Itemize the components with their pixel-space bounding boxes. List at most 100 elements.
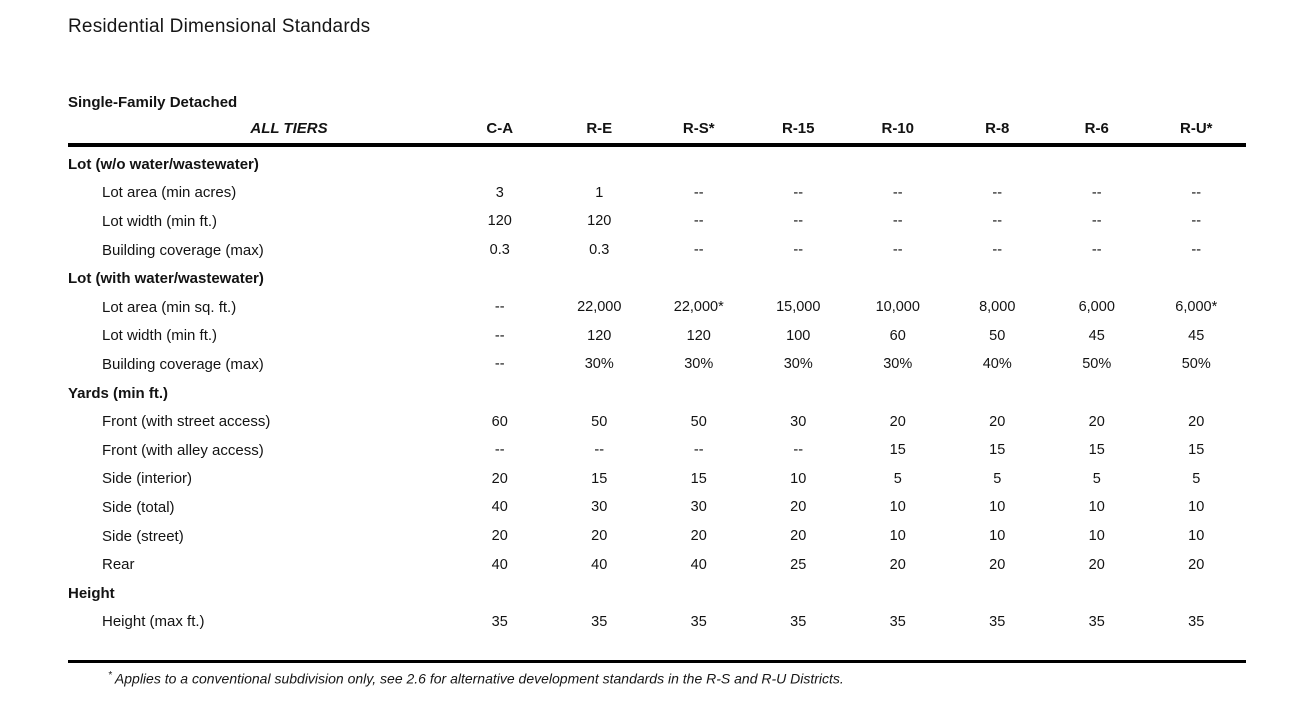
cell-value: 10 <box>989 499 1006 516</box>
cell-value: 35 <box>1188 613 1205 630</box>
cell-value: -- <box>793 213 804 230</box>
cell-value: 50% <box>1082 356 1112 373</box>
cell-value: 30 <box>690 499 707 516</box>
cell-value: 5 <box>893 470 902 487</box>
cell-value: -- <box>892 242 903 259</box>
cell-value: 15,000 <box>776 299 821 316</box>
cell-value: 120 <box>686 327 711 344</box>
cell-value: 15 <box>1088 442 1105 459</box>
table-row: Side (street) 20 20 20 20 10 10 10 10 <box>68 522 1246 551</box>
row-label: Lot area (min sq. ft.) <box>102 298 237 316</box>
cell-value: 20 <box>1188 413 1205 430</box>
cell-value: 120 <box>587 213 612 230</box>
cell-value: 45 <box>1188 327 1205 344</box>
table-row: Lot area (min acres) 3 1 -- -- -- -- -- -- <box>68 179 1246 208</box>
column-header-r-e: R-E <box>586 119 613 137</box>
column-header-r-s: R-S* <box>682 119 715 137</box>
section-row: Lot (with water/wastewater) <box>68 264 1246 293</box>
table-row: Lot width (min ft.) -- 120 120 100 60 50 45 45 <box>68 322 1246 351</box>
row-label: Rear <box>102 556 135 574</box>
cell-value: -- <box>892 184 903 201</box>
cell-value: 20 <box>491 470 508 487</box>
page-title: Residential Dimensional Standards <box>68 16 371 37</box>
cell-value: -- <box>494 327 505 344</box>
cell-value: 30% <box>883 356 913 373</box>
cell-value: 10 <box>989 528 1006 545</box>
row-label: Lot width (min ft.) <box>102 212 218 230</box>
cell-value: -- <box>693 442 704 459</box>
table-caption: Single-Family Detached <box>68 94 238 111</box>
cell-value: -- <box>693 213 704 230</box>
table-header-row: ALL TIERS C-A R-E R-S* R-15 R-10 R-8 R-6 R-U* <box>68 113 1246 147</box>
cell-value: -- <box>1091 242 1102 259</box>
cell-value: 0.3 <box>589 242 610 259</box>
table-row: Side (total) 40 30 30 20 10 10 10 10 <box>68 493 1246 522</box>
cell-value: 45 <box>1088 327 1105 344</box>
cell-value: 10 <box>1188 528 1205 545</box>
table-row: Lot area (min sq. ft.) -- 22,000 22,000* 15,… <box>68 293 1246 322</box>
footnote-asterisk: * <box>108 670 112 682</box>
cell-value: 20 <box>889 556 906 573</box>
cell-value: 15 <box>1188 442 1205 459</box>
cell-value: 15 <box>591 470 608 487</box>
cell-value: -- <box>693 242 704 259</box>
cell-value: 60 <box>889 327 906 344</box>
row-label: Side (total) <box>102 498 175 516</box>
cell-value: 10 <box>790 470 807 487</box>
cell-value: 40% <box>982 356 1012 373</box>
cell-value: 20 <box>591 528 608 545</box>
cell-value: 10 <box>1188 499 1205 516</box>
cell-value: 50 <box>690 413 707 430</box>
cell-value: 30% <box>783 356 813 373</box>
column-header-r-10: R-10 <box>881 119 914 137</box>
cell-value: 35 <box>690 613 707 630</box>
cell-value: 5 <box>993 470 1002 487</box>
cell-value: 60 <box>491 413 508 430</box>
table-row: Front (with alley access) -- -- -- -- 15 15 15 1… <box>68 436 1246 465</box>
cell-value: -- <box>1091 184 1102 201</box>
cell-value: 20 <box>989 556 1006 573</box>
cell-value: 30% <box>584 356 614 373</box>
cell-value: -- <box>992 184 1003 201</box>
cell-value: 35 <box>1088 613 1105 630</box>
cell-value: 10 <box>889 499 906 516</box>
cell-value: 50 <box>591 413 608 430</box>
section-row: Height <box>68 579 1246 608</box>
table-body: Lot (w/o water/wastewater) Lot area (min … <box>68 147 1246 664</box>
table-row: Lot width (min ft.) 120 120 -- -- -- -- -- -- <box>68 207 1246 236</box>
cell-value: 30 <box>790 413 807 430</box>
cell-value: -- <box>1191 213 1202 230</box>
cell-value: 40 <box>491 556 508 573</box>
cell-value: -- <box>1091 213 1102 230</box>
cell-value: 35 <box>790 613 807 630</box>
column-header-r-15: R-15 <box>781 119 815 137</box>
cell-value: -- <box>693 184 704 201</box>
cell-value: -- <box>1191 184 1202 201</box>
cell-value: 10 <box>1088 528 1105 545</box>
cell-value: 20 <box>690 528 707 545</box>
table-row: Building coverage (max) -- 30% 30% 30% 30% 40%… <box>68 350 1246 379</box>
cell-value: 120 <box>587 327 612 344</box>
section-row: Yards (min ft.) <box>68 379 1246 408</box>
cell-value: 15 <box>889 442 906 459</box>
row-label: Side (street) <box>102 527 184 545</box>
cell-value: 100 <box>786 327 811 344</box>
cell-value: 50% <box>1181 356 1211 373</box>
cell-value: 1 <box>595 184 604 201</box>
table-row: Side (interior) 20 15 15 10 5 5 5 5 <box>68 465 1246 494</box>
cell-value: 35 <box>889 613 906 630</box>
cell-value: 15 <box>989 442 1006 459</box>
section-label-yards-min-ft: Yards (min ft.) <box>68 384 169 402</box>
cell-value: 20 <box>1088 556 1105 573</box>
cell-value: -- <box>1191 242 1202 259</box>
cell-value: 15 <box>690 470 707 487</box>
table-row: Rear 40 40 40 25 20 20 20 20 <box>68 550 1246 579</box>
cell-value: -- <box>793 442 804 459</box>
cell-value: 0.3 <box>489 242 510 259</box>
column-header-r-8: R-8 <box>985 119 1010 137</box>
cell-value: 40 <box>491 499 508 516</box>
row-label: Building coverage (max) <box>102 241 264 259</box>
cell-value: 5 <box>1192 470 1201 487</box>
cell-value: 35 <box>491 613 508 630</box>
section-label-lot-w-o-water-wastewater: Lot (w/o water/wastewater) <box>68 155 259 173</box>
